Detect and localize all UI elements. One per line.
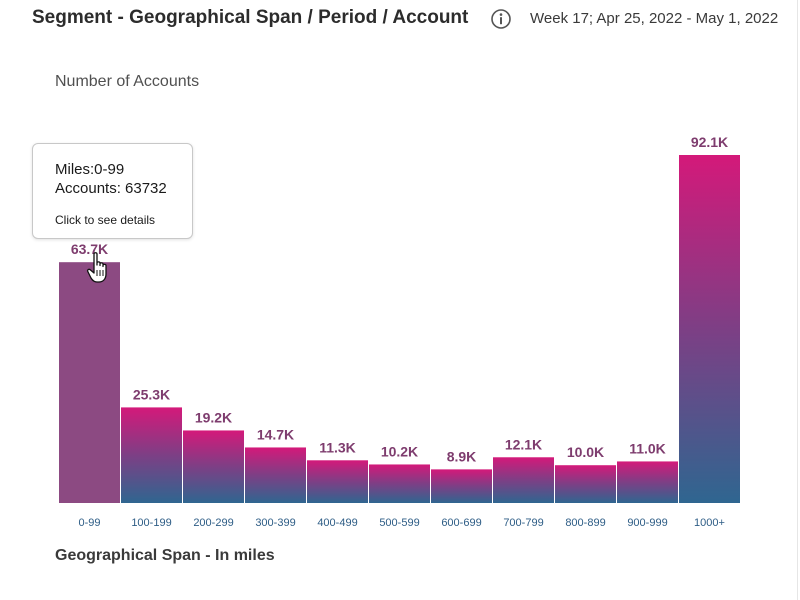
bar-500-599[interactable] xyxy=(369,464,430,503)
tooltip-miles: Miles:0-99 xyxy=(55,161,125,178)
bar-1000-plus[interactable] xyxy=(679,155,740,503)
frame-border xyxy=(797,0,798,600)
tick-labels-group: 0-99 100-199 200-299 300-399 400-499 500-599 6… xyxy=(78,517,724,529)
value-label-600-699: 8.9K xyxy=(447,448,477,464)
tooltip[interactable]: Miles:0-99 Accounts: 63732 Click to see … xyxy=(32,143,193,239)
bar-100-199[interactable] xyxy=(121,407,182,503)
value-label-800-899: 10.0K xyxy=(567,444,604,460)
tick-label-600-699: 600-699 xyxy=(441,517,481,529)
bar-900-999[interactable] xyxy=(617,461,678,503)
value-label-500-599: 10.2K xyxy=(381,443,418,459)
tick-label-400-499: 400-499 xyxy=(317,517,357,529)
tooltip-accounts: Accounts: 63732 xyxy=(55,180,167,197)
value-label-400-499: 11.3K xyxy=(319,439,356,455)
tooltip-hint[interactable]: Click to see details xyxy=(55,213,156,227)
value-label-100-199: 25.3K xyxy=(133,386,170,402)
value-label-300-399: 14.7K xyxy=(257,426,294,442)
value-label-200-299: 19.2K xyxy=(195,409,232,425)
tick-label-300-399: 300-399 xyxy=(255,517,295,529)
bar-0-99[interactable] xyxy=(59,262,120,503)
tick-label-200-299: 200-299 xyxy=(193,517,233,529)
period-label: Week 17; Apr 25, 2022 - May 1, 2022 xyxy=(530,10,779,27)
info-icon[interactable] xyxy=(490,8,512,30)
page-title: Segment - Geographical Span / Period / A… xyxy=(32,7,469,28)
y-axis-label: Number of Accounts xyxy=(55,73,200,90)
hand-cursor-icon xyxy=(86,252,107,283)
bar-300-399[interactable] xyxy=(245,447,306,503)
tick-label-900-999: 900-999 xyxy=(627,517,667,529)
bar-200-299[interactable] xyxy=(183,430,244,503)
bar-700-799[interactable] xyxy=(493,457,554,503)
bars-group xyxy=(59,155,740,503)
value-label-900-999: 11.0K xyxy=(629,440,666,456)
value-labels-group: 63.7K 25.3K 19.2K 14.7K 11.3K 10.2K 8.9K 12.1K 1… xyxy=(71,134,728,464)
tick-label-1000-plus: 1000+ xyxy=(694,517,725,529)
tick-label-0-99: 0-99 xyxy=(78,517,100,529)
tick-label-700-799: 700-799 xyxy=(503,517,543,529)
tick-label-800-899: 800-899 xyxy=(565,517,605,529)
tick-label-100-199: 100-199 xyxy=(131,517,171,529)
bar-800-899[interactable] xyxy=(555,465,616,503)
bar-400-499[interactable] xyxy=(307,460,368,503)
value-label-700-799: 12.1K xyxy=(505,436,542,452)
value-label-0-99: 63.7K xyxy=(71,241,108,257)
tick-label-500-599: 500-599 xyxy=(379,517,419,529)
bar-600-699[interactable] xyxy=(431,469,492,503)
x-axis-label: Geographical Span - In miles xyxy=(55,547,275,564)
value-label-1000-plus: 92.1K xyxy=(691,134,728,150)
